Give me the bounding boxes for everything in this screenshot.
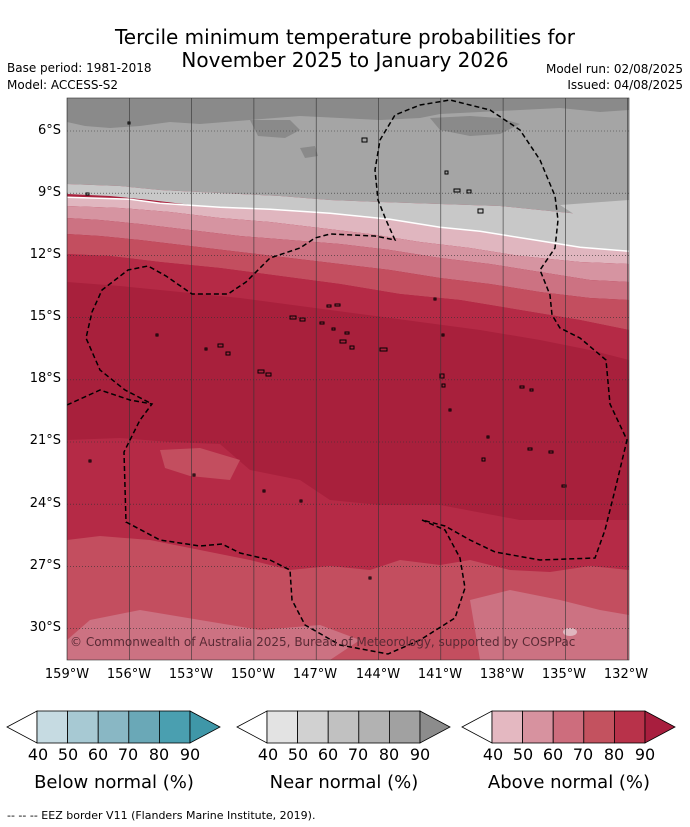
graticule — [67, 98, 629, 660]
colorbar-segment — [266, 710, 299, 744]
colorbar-tick: 90 — [634, 745, 656, 764]
colorbar-tick: 80 — [603, 745, 625, 764]
colorbar-segments — [461, 710, 676, 744]
near-normal-dark-patch — [430, 116, 520, 136]
lon-label: 153°W — [168, 667, 214, 682]
copyright-notice: © Commonwealth of Australia 2025, Bureau… — [70, 635, 575, 649]
lat-label: 6°S — [37, 123, 61, 138]
eez-borders — [67, 99, 628, 655]
title-line-2: November 2025 to January 2026 — [181, 48, 509, 72]
model-run: Model run: 02/08/2025 — [545, 62, 683, 76]
colorbar-extend-low — [6, 710, 38, 744]
colorbar-tick: 50 — [57, 745, 79, 764]
above-40-band — [67, 198, 629, 264]
lon-label: 156°W — [106, 667, 152, 682]
colorbar-tick: 90 — [179, 745, 201, 764]
colorbar-extend-high — [419, 710, 451, 744]
near-normal-light-band — [560, 200, 629, 218]
above-normal-colorbar — [461, 710, 676, 744]
colorbar-segment — [388, 710, 421, 744]
colorbar-extend-high — [189, 710, 221, 744]
map-frame — [66, 97, 630, 661]
colorbar-segment — [36, 710, 69, 744]
above-normal-label: Above normal (%) — [487, 772, 651, 793]
lat-label: 9°S — [37, 185, 61, 200]
lon-label: 138°W — [479, 667, 525, 682]
colorbar-tick: 60 — [317, 745, 339, 764]
colorbar-tick: 40 — [27, 745, 49, 764]
colorbar-tick: 40 — [257, 745, 279, 764]
colorbar-segment — [491, 710, 524, 744]
colorbar-extend-high — [644, 710, 676, 744]
issued-date: Issued: 04/08/2025 — [567, 78, 683, 92]
colorbar-segment — [327, 710, 360, 744]
above-60-patch — [470, 590, 629, 660]
colorbar-segment — [128, 710, 160, 744]
colorbar-tick: 70 — [572, 745, 594, 764]
colorbar-segment — [358, 710, 390, 744]
lat-label: 21°S — [29, 433, 61, 448]
title-line-1: Tercile minimum temperature probabilitie… — [114, 25, 576, 49]
colorbar-tick: 90 — [409, 745, 431, 764]
colorbar-extend-low — [461, 710, 493, 744]
above-70-band — [67, 234, 629, 330]
colorbar-segment — [97, 710, 130, 744]
lat-label: 24°S — [29, 496, 61, 511]
lat-label: 18°S — [29, 371, 61, 386]
lon-label: 159°W — [44, 667, 90, 682]
colorbar-tick: 50 — [512, 745, 534, 764]
below-normal-label: Below normal (%) — [34, 772, 194, 793]
lon-label: 132°W — [603, 667, 649, 682]
above-70-patch — [160, 448, 240, 480]
colorbar-segment — [522, 710, 554, 744]
island-outlines — [85, 121, 567, 580]
base-period: Base period: 1981-2018 — [7, 61, 152, 75]
lon-label: 144°W — [355, 667, 401, 682]
above-50-band — [67, 206, 629, 282]
model-name: Model: ACCESS-S2 — [7, 78, 119, 92]
colorbar-segment — [158, 710, 191, 744]
lat-label: 27°S — [29, 558, 61, 573]
colorbar-tick: 80 — [378, 745, 400, 764]
colorbar-segment — [297, 710, 329, 744]
colorbar-tick: 50 — [287, 745, 309, 764]
colorbar-tick: 60 — [542, 745, 564, 764]
near-normal-dark-patch — [250, 120, 300, 138]
colorbar-segment — [613, 710, 646, 744]
above-60-band — [67, 218, 629, 300]
above-80-band — [67, 254, 629, 360]
near-normal-dark-patch — [300, 146, 318, 158]
above-40-patch — [563, 628, 577, 636]
colorbar-segments — [6, 710, 221, 744]
colorbar-segment — [552, 710, 585, 744]
colorbar-tick: 70 — [117, 745, 139, 764]
lon-label: 141°W — [417, 667, 463, 682]
colorbar-segment — [67, 710, 99, 744]
near-normal-dark-patch — [67, 98, 629, 128]
lon-label: 135°W — [541, 667, 587, 682]
lon-label: 150°W — [230, 667, 276, 682]
colorbar-segments — [236, 710, 451, 744]
below-normal-colorbar — [6, 710, 221, 744]
colorbar-extend-low — [236, 710, 268, 744]
colorbar-tick: 60 — [87, 745, 109, 764]
colorbar-tick: 40 — [482, 745, 504, 764]
near-normal-colorbar — [236, 710, 451, 744]
above-60-patch — [67, 610, 360, 660]
colorbar-segment — [583, 710, 615, 744]
colorbar-tick: 70 — [347, 745, 369, 764]
lat-label: 15°S — [29, 309, 61, 324]
colorbar-tick: 80 — [148, 745, 170, 764]
lat-label: 12°S — [29, 247, 61, 262]
near-normal-label: Near normal (%) — [269, 772, 419, 793]
lon-label: 147°W — [292, 667, 338, 682]
lat-label: 30°S — [29, 620, 61, 635]
eez-footer-note: -- -- -- EEZ border V11 (Flanders Marine… — [7, 809, 316, 822]
